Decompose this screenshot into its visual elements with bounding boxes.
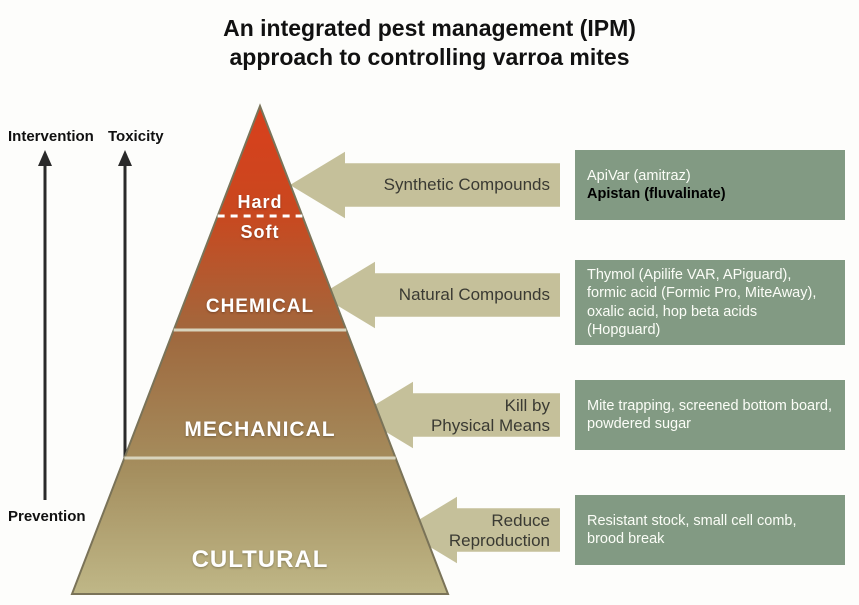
axis-label-intervention: Intervention (8, 128, 94, 145)
pyramid-label-chemical: CHEMICAL (170, 296, 350, 318)
axis-arrows (38, 150, 132, 500)
arrow-label-reduce-l2: Reproduction (449, 531, 550, 550)
pyramid-label-cultural: CULTURAL (130, 546, 390, 574)
info-box-4: Resistant stock, small cell comb, brood … (575, 495, 845, 565)
info-box-1-line1: ApiVar (amitraz) (587, 167, 833, 185)
arrow-label-reduce: Reduce Reproduction (448, 511, 550, 550)
info-box-1: ApiVar (amitraz) Apistan (fluvalinate) (575, 150, 845, 220)
info-box-4-text: Resistant stock, small cell comb, brood … (587, 512, 833, 548)
arrow-label-synthetic: Synthetic Compounds (345, 175, 550, 195)
arrow-label-reduce-l1: Reduce (491, 511, 550, 530)
info-box-3-text: Mite trapping, screened bottom board, po… (587, 397, 833, 433)
arrow-label-physical-l2: Physical Means (431, 416, 550, 435)
arrow-label-natural: Natural Compounds (375, 285, 550, 305)
axis-label-toxicity: Toxicity (108, 128, 164, 145)
info-box-2-text: Thymol (Apilife VAR, APiguard), formic a… (587, 266, 833, 339)
pyramid-label-mechanical: MECHANICAL (150, 418, 370, 442)
arrow-label-physical-l1: Kill by (505, 396, 550, 415)
info-box-1-line2: Apistan (fluvalinate) (587, 185, 833, 203)
axis-label-prevention: Prevention (8, 508, 86, 525)
info-box-2: Thymol (Apilife VAR, APiguard), formic a… (575, 260, 845, 345)
pyramid-label-soft: Soft (200, 222, 320, 243)
pyramid-label-hard: Hard (200, 192, 320, 213)
arrow-label-physical: Kill by Physical Means (413, 396, 550, 435)
info-box-3: Mite trapping, screened bottom board, po… (575, 380, 845, 450)
